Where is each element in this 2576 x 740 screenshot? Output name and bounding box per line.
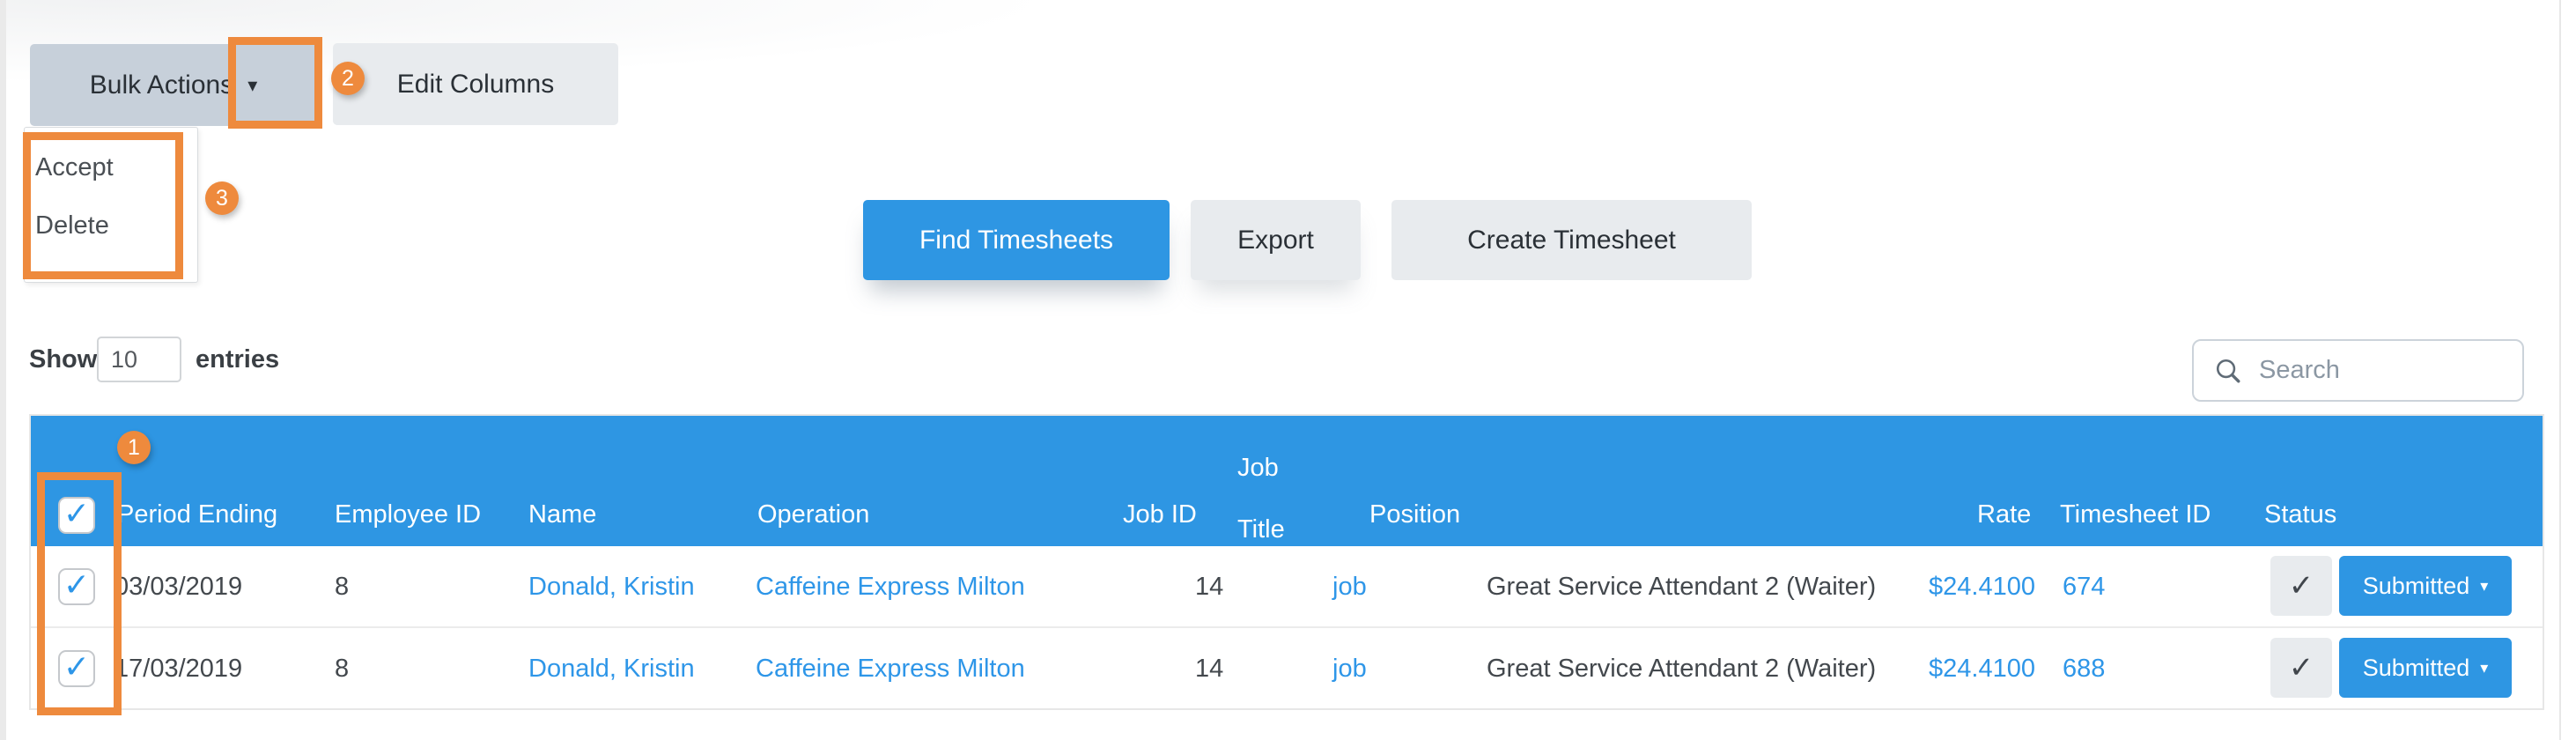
edit-columns-button[interactable]: Edit Columns bbox=[333, 43, 618, 125]
check-icon: ✓ bbox=[63, 495, 91, 531]
menu-item-delete[interactable]: Delete bbox=[35, 211, 109, 240]
operation-link[interactable]: Caffeine Express Milton bbox=[756, 572, 1025, 601]
search-icon bbox=[2213, 356, 2243, 386]
period-ending-cell: 17/03/2019 bbox=[114, 654, 243, 683]
caret-down-icon: ▾ bbox=[247, 73, 258, 96]
entries-label: entries bbox=[196, 345, 280, 374]
employee-name-link[interactable]: Donald, Kristin bbox=[528, 572, 695, 601]
column-header-rate[interactable]: Rate bbox=[1977, 500, 2032, 529]
column-header-period-ending[interactable]: Period Ending bbox=[117, 500, 278, 529]
row-checkbox[interactable]: ✓ bbox=[58, 650, 95, 687]
annotation-badge-step3: 3 bbox=[205, 181, 239, 215]
create-timesheet-button[interactable]: Create Timesheet bbox=[1391, 200, 1752, 280]
column-header-name[interactable]: Name bbox=[528, 500, 597, 529]
employee-id-cell: 8 bbox=[335, 654, 350, 683]
approve-check-button[interactable]: ✓ bbox=[2270, 638, 2332, 698]
check-icon: ✓ bbox=[2288, 651, 2314, 684]
search-input[interactable] bbox=[2259, 356, 2470, 385]
employee-id-cell: 8 bbox=[335, 572, 350, 601]
column-header-operation[interactable]: Operation bbox=[757, 500, 870, 529]
operation-link[interactable]: Caffeine Express Milton bbox=[756, 654, 1025, 683]
column-header-job-id[interactable]: Job ID bbox=[1123, 500, 1197, 529]
column-header-position[interactable]: Position bbox=[1369, 500, 1461, 529]
job-id-cell: 14 bbox=[1195, 654, 1224, 683]
status-badge: Submitted bbox=[2362, 572, 2470, 599]
export-button[interactable]: Export bbox=[1191, 200, 1361, 280]
column-header-status[interactable]: Status bbox=[2264, 500, 2337, 529]
find-timesheets-button[interactable]: Find Timesheets bbox=[863, 200, 1170, 280]
rate-link[interactable]: $24.4100 bbox=[1929, 654, 2035, 683]
job-title-link[interactable]: job bbox=[1332, 654, 1367, 683]
bulk-actions-label: Bulk Actions bbox=[89, 70, 234, 100]
menu-item-accept[interactable]: Accept bbox=[35, 152, 114, 181]
table-header-row bbox=[31, 416, 2543, 546]
check-icon: ✓ bbox=[2288, 569, 2314, 603]
page-left-edge bbox=[0, 0, 6, 740]
annotation-badge-step2: 2 bbox=[331, 62, 365, 95]
entries-count-input[interactable] bbox=[97, 337, 181, 382]
employee-name-link[interactable]: Donald, Kristin bbox=[528, 654, 695, 683]
column-header-job-title[interactable]: Job Title bbox=[1237, 454, 1285, 544]
check-icon: ✓ bbox=[63, 648, 91, 684]
page-right-edge bbox=[2559, 0, 2561, 740]
timesheet-id-link[interactable]: 674 bbox=[2063, 572, 2106, 601]
row-divider bbox=[31, 626, 2543, 628]
bulk-actions-menu: Accept Delete bbox=[24, 127, 198, 283]
status-dropdown-button[interactable]: Submitted ▾ bbox=[2339, 638, 2512, 698]
position-cell: Great Service Attendant 2 (Waiter) bbox=[1487, 654, 1877, 683]
period-ending-cell: 03/03/2019 bbox=[114, 572, 243, 601]
job-id-cell: 14 bbox=[1195, 572, 1224, 601]
column-header-timesheet-id[interactable]: Timesheet ID bbox=[2060, 500, 2211, 529]
timesheet-id-link[interactable]: 688 bbox=[2063, 654, 2106, 683]
show-label: Show bbox=[29, 345, 98, 374]
status-badge: Submitted bbox=[2362, 654, 2470, 681]
job-title-link[interactable]: job bbox=[1332, 572, 1367, 601]
status-dropdown-button[interactable]: Submitted ▾ bbox=[2339, 556, 2512, 616]
annotation-badge-step1: 1 bbox=[117, 431, 151, 464]
approve-check-button[interactable]: ✓ bbox=[2270, 556, 2332, 616]
caret-down-icon: ▾ bbox=[2480, 659, 2489, 677]
select-all-checkbox[interactable]: ✓ bbox=[58, 497, 95, 534]
check-icon: ✓ bbox=[63, 566, 91, 603]
column-header-employee-id[interactable]: Employee ID bbox=[335, 500, 482, 529]
bulk-actions-button[interactable]: Bulk Actions ▾ bbox=[30, 44, 317, 126]
rate-link[interactable]: $24.4100 bbox=[1929, 572, 2035, 601]
row-checkbox[interactable]: ✓ bbox=[58, 568, 95, 605]
search-box bbox=[2192, 339, 2524, 402]
caret-down-icon: ▾ bbox=[2480, 577, 2489, 595]
position-cell: Great Service Attendant 2 (Waiter) bbox=[1487, 572, 1877, 601]
